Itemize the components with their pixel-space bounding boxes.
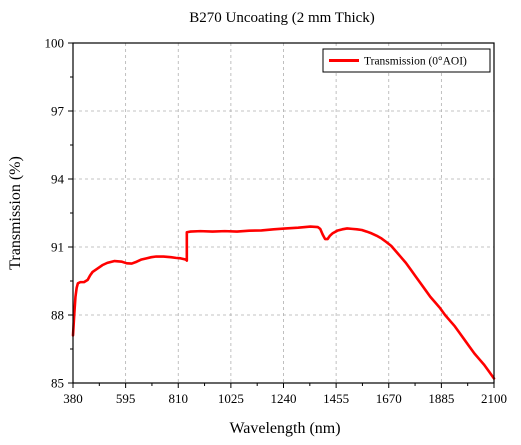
grid xyxy=(73,43,494,383)
x-tick-label: 810 xyxy=(169,391,189,406)
x-axis-title: Wavelength (nm) xyxy=(229,420,340,437)
x-tick-label: 1025 xyxy=(218,391,244,406)
y-tick-label: 91 xyxy=(51,240,64,255)
legend-box xyxy=(322,48,491,73)
series-line xyxy=(71,225,496,380)
axes: 380 595 810 1025 1240 1455 1670 1885 2100 85 88 91 9… xyxy=(45,36,508,407)
x-tick-label: 2100 xyxy=(481,391,507,406)
x-tick-label: 1455 xyxy=(323,391,349,406)
chart-title: B270 Uncoating (2 mm Thick) xyxy=(189,10,375,26)
plot-area xyxy=(71,225,496,380)
x-tick-label: 380 xyxy=(63,391,83,406)
y-axis-title: Transmission (%) xyxy=(7,156,24,270)
x-tick-label: 1885 xyxy=(428,391,454,406)
x-tick-label: 1240 xyxy=(271,391,297,406)
y-tick-label: 97 xyxy=(51,104,65,119)
legend: Transmission (0°AOI) xyxy=(322,48,491,73)
legend-label: Transmission (0°AOI) xyxy=(364,56,467,68)
x-tick-label: 595 xyxy=(116,391,136,406)
y-tick-label: 88 xyxy=(51,308,64,323)
y-tick-label: 85 xyxy=(51,376,64,391)
x-tick-label: 1670 xyxy=(376,391,402,406)
y-tick-label: 100 xyxy=(45,36,65,51)
y-tick-label: 94 xyxy=(51,172,65,187)
